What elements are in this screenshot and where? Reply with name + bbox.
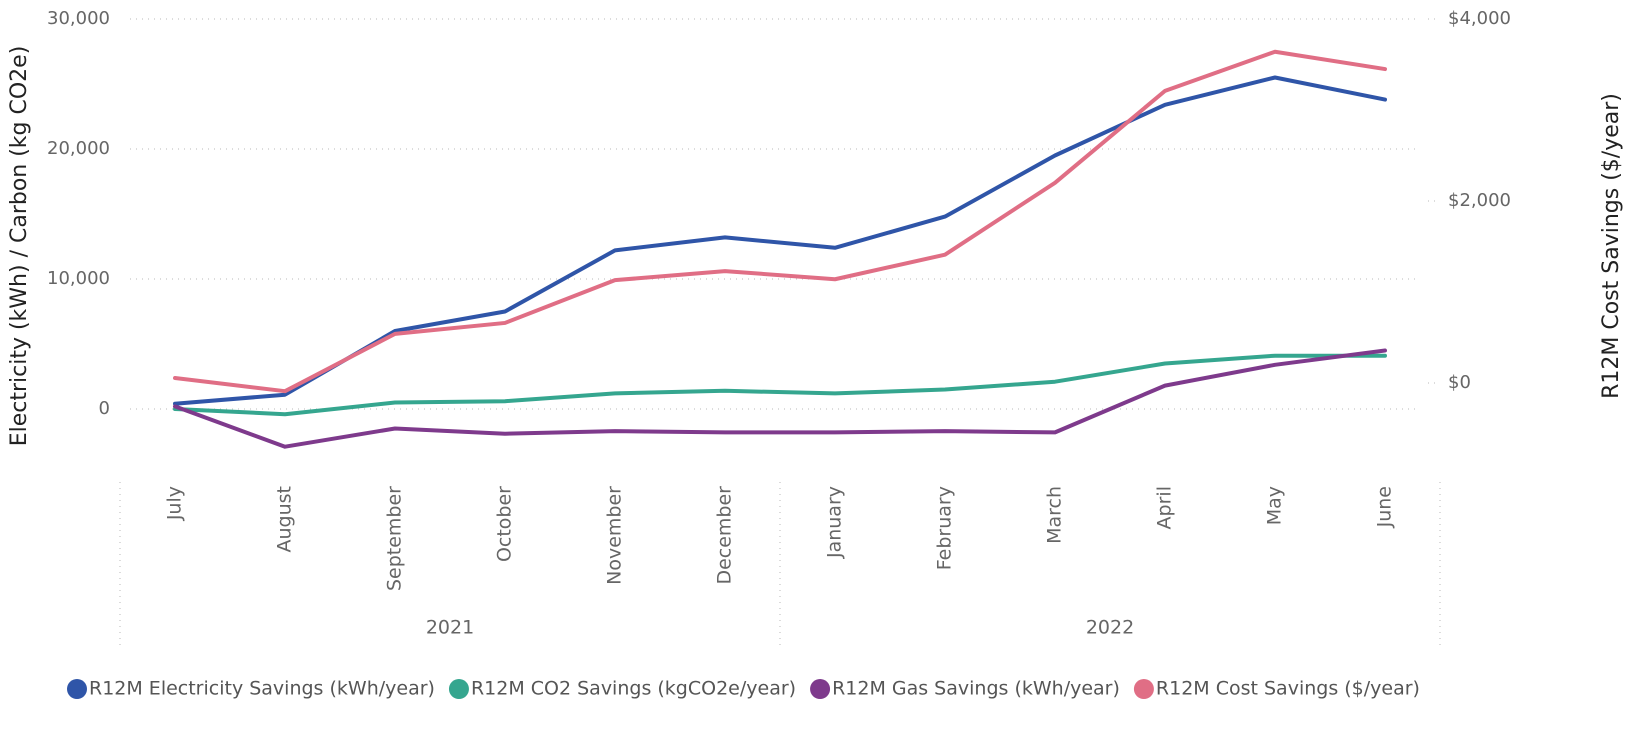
x-tick-label: December [714,486,736,585]
legend-swatch [67,679,87,699]
x-tick-label: September [384,486,406,591]
x-tick-label: November [604,486,626,585]
group-label: 2021 [426,617,474,639]
series-line [173,49,1387,394]
series-line [173,348,1387,449]
legend-swatch [1133,679,1154,699]
y2-tick-label: $0 [1448,372,1471,393]
y-tick-label: 10,000 [47,268,110,289]
x-tick-label: March [1044,486,1066,544]
y-tick-label: 20,000 [47,138,110,159]
x-tick-label: October [494,486,516,562]
y2-tick-label: $2,000 [1448,190,1511,211]
x-tick-label: July [164,486,186,521]
series-line [173,353,1387,417]
legend-label: R12M Gas Savings (kWh/year) [832,678,1120,700]
x-tick-label: May [1264,486,1286,525]
y-axis-title: Electricity (kWh) / Carbon (kg CO2e) [7,46,32,447]
legend-label: R12M Electricity Savings (kWh/year) [89,678,435,700]
x-tick-label: February [934,486,956,570]
y2-tick-label: $4,000 [1448,8,1511,29]
y2-axis-title: R12M Cost Savings ($/year) [1599,93,1624,399]
x-tick-label: August [274,486,296,553]
x-tick-label: April [1154,486,1176,529]
legend-swatch [448,679,469,699]
legend-label: R12M CO2 Savings (kgCO2e/year) [471,678,796,700]
x-tick-label: January [824,486,846,559]
legend-label: R12M Cost Savings ($/year) [1156,678,1420,700]
y-tick-label: 0 [99,398,110,419]
group-label: 2022 [1086,617,1134,639]
y-tick-label: 30,000 [47,8,110,29]
x-tick-label: June [1374,486,1396,528]
legend-swatch [810,679,831,699]
